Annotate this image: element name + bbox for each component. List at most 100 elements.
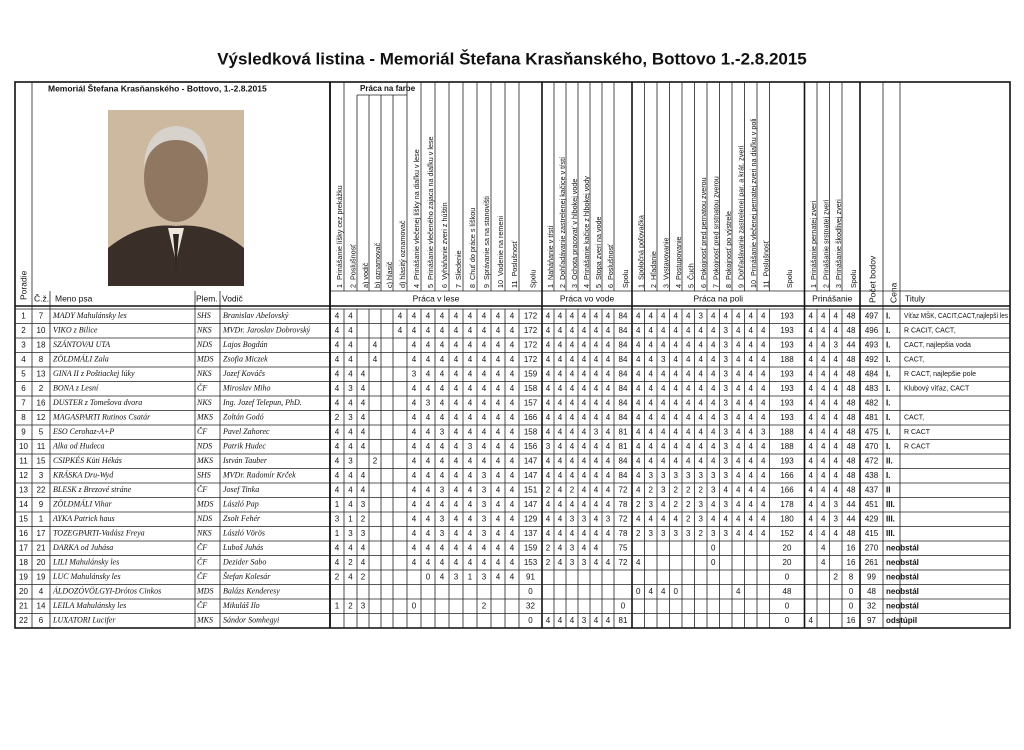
column-number: 10 [749, 280, 758, 288]
score: 4 [821, 369, 826, 378]
score: 4 [649, 413, 654, 422]
score: 4 [649, 456, 654, 465]
score: 3 [361, 500, 366, 509]
score: 4 [558, 311, 563, 320]
column-header: 4 Prinášanie kačice z hlbokej vody [582, 176, 591, 288]
prize: I. [886, 369, 890, 378]
score: 4 [821, 485, 826, 494]
dog-name: DUSTER z Tomešova dvora [52, 398, 142, 407]
score: 4 [606, 616, 611, 625]
score: 4 [582, 369, 587, 378]
prize: I. [886, 311, 890, 320]
score: 4 [661, 500, 666, 509]
score: 4 [594, 311, 599, 320]
score: 4 [649, 369, 654, 378]
score: 4 [686, 340, 691, 349]
score: 4 [636, 311, 641, 320]
breed: SHS [197, 311, 211, 320]
score: 4 [373, 355, 378, 364]
score: 4 [761, 529, 766, 538]
score: 84 [619, 471, 628, 480]
score: 4 [361, 442, 366, 451]
score: 81 [619, 427, 628, 436]
column-label: b) oznamovač [373, 242, 382, 288]
score: 180 [780, 514, 794, 523]
score: 4 [570, 616, 575, 625]
score: 4 [674, 398, 679, 407]
rank: 21 [19, 601, 28, 610]
score: 48 [847, 369, 856, 378]
score: 4 [582, 456, 587, 465]
score: 4 [454, 326, 459, 335]
dog-name: Alka od Hudeca [52, 442, 105, 451]
score: 4 [809, 413, 814, 422]
score: 4 [636, 355, 641, 364]
column-label: Poslušnosť [761, 240, 770, 276]
score: 2 [699, 529, 704, 538]
score: 4 [749, 427, 754, 436]
score: 4 [348, 442, 353, 451]
score: 4 [426, 340, 431, 349]
score: 4 [558, 500, 563, 509]
column-label: c) hlasič [385, 261, 394, 288]
dog-name: BONA z Lesní [53, 384, 99, 393]
score: 4 [558, 413, 563, 422]
score: 3 [440, 485, 445, 494]
score: 4 [661, 427, 666, 436]
score: 3 [361, 601, 366, 610]
column-label: Pokojnosť po výstrele [724, 211, 733, 280]
score: 78 [619, 529, 628, 538]
score: 2 [335, 413, 340, 422]
score: 3 [606, 514, 611, 523]
dog-name: AYKA Patrick haus [52, 514, 115, 523]
score: 4 [335, 326, 340, 335]
score: 4 [570, 369, 575, 378]
score: 4 [594, 340, 599, 349]
score: 4 [674, 355, 679, 364]
column-header: 6 Pokojnosť pred pernatou zverou [699, 177, 708, 288]
column-label: Postupovanie [674, 236, 683, 280]
score: 4 [570, 500, 575, 509]
score: 4 [594, 355, 599, 364]
score: 4 [606, 326, 611, 335]
score: 4 [606, 311, 611, 320]
score: 193 [780, 398, 794, 407]
score: 0 [636, 587, 641, 596]
score: 4 [546, 398, 551, 407]
score: 4 [412, 355, 417, 364]
score: 4 [649, 442, 654, 451]
rank: 12 [19, 471, 28, 480]
score: 2 [674, 500, 679, 509]
score: 4 [594, 543, 599, 552]
score: 4 [510, 340, 515, 349]
score: 4 [821, 471, 826, 480]
score: 4 [335, 427, 340, 436]
score: 48 [847, 442, 856, 451]
score: 4 [570, 355, 575, 364]
score: 4 [440, 355, 445, 364]
score: 4 [649, 514, 654, 523]
score: 4 [686, 326, 691, 335]
total-points: 482 [865, 398, 879, 407]
score: 4 [834, 413, 839, 422]
column-header: 3 Vystavovanie [661, 238, 670, 288]
score: 4 [546, 471, 551, 480]
score: 4 [361, 485, 366, 494]
score: 193 [780, 456, 794, 465]
score: 4 [412, 456, 417, 465]
score: 159 [524, 369, 538, 378]
score: 4 [821, 529, 826, 538]
score: 2 [636, 529, 641, 538]
score: 4 [426, 311, 431, 320]
score: 4 [468, 543, 473, 552]
score: 3 [335, 514, 340, 523]
score: 4 [736, 384, 741, 393]
score: 4 [440, 369, 445, 378]
score: 3 [649, 529, 654, 538]
score: 4 [661, 398, 666, 407]
score: 4 [749, 326, 754, 335]
score: 4 [482, 326, 487, 335]
column-number: 11 [761, 281, 770, 288]
score: 4 [761, 514, 766, 523]
score: 193 [780, 384, 794, 393]
